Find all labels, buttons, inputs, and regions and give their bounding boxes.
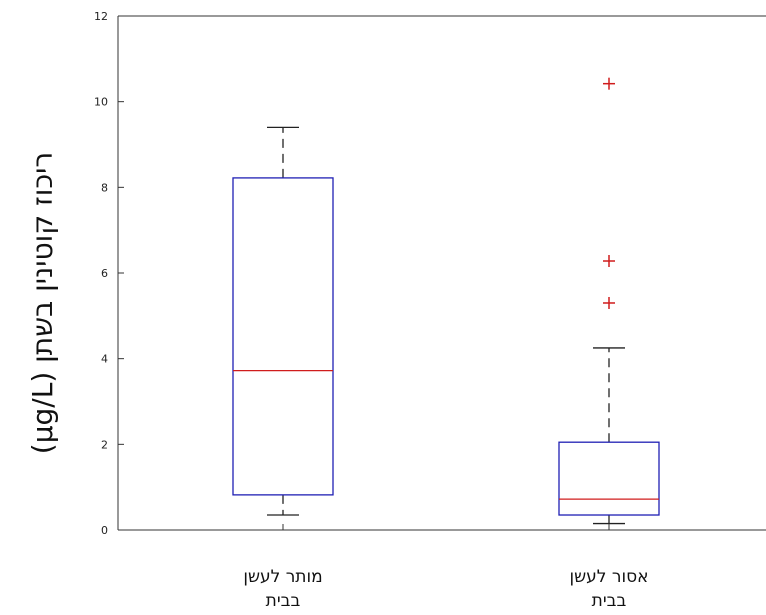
- y-tick-label: 8: [101, 181, 108, 194]
- category-label-line: בבית: [592, 591, 627, 611]
- y-tick-label: 12: [94, 10, 108, 23]
- category-label-line: מותר לעשן: [243, 567, 322, 587]
- boxes: [232, 77, 660, 525]
- iqr-box: [232, 177, 334, 496]
- y-tick-label: 6: [101, 267, 108, 280]
- box-group-1: [232, 126, 334, 516]
- outlier-point: [603, 296, 615, 309]
- y-tick-label: 4: [101, 353, 108, 366]
- outlier-point: [603, 77, 615, 90]
- y-axis-label: ריכוז קוטינין בשתן (µg/L): [26, 152, 59, 454]
- iqr-box: [558, 441, 660, 516]
- y-ticks: 0 2 4 6 8 10 12: [94, 10, 124, 537]
- box-group-2: [558, 77, 660, 525]
- category-label-line: בבית: [266, 591, 301, 611]
- y-tick-label: 10: [94, 96, 108, 109]
- y-tick-label: 0: [101, 524, 108, 537]
- y-tick-label: 2: [101, 438, 108, 451]
- category-label-line: אסור לעשן: [569, 567, 648, 587]
- category-labels: מותר לעשן בבית אסור לעשן בבית: [243, 524, 649, 611]
- outlier-point: [603, 255, 615, 268]
